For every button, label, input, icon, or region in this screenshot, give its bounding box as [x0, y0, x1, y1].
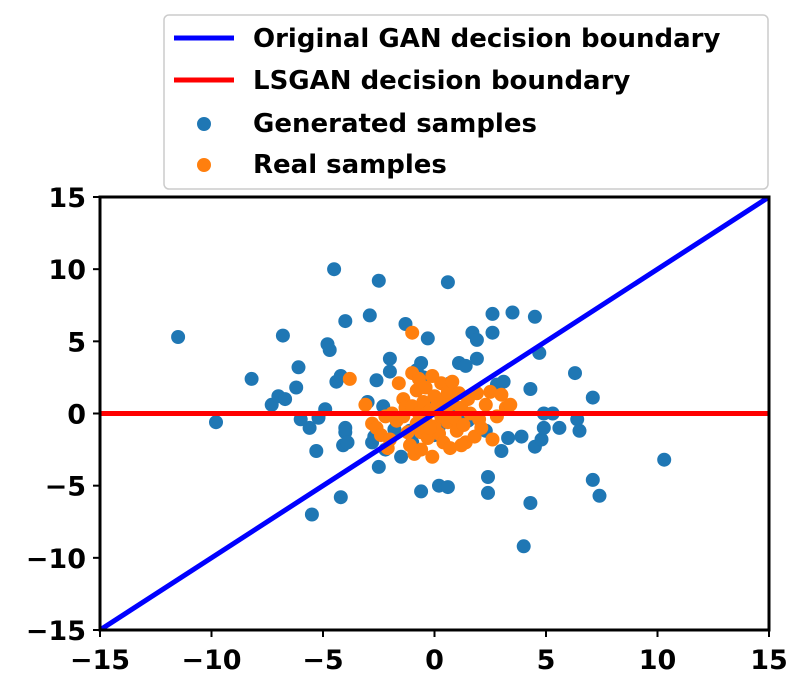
x-tick-label: −15	[70, 645, 130, 676]
generated-sample-point	[420, 331, 435, 346]
generated-sample-point	[382, 351, 397, 366]
generated-sample-point	[414, 356, 429, 370]
generated-sample-point	[523, 382, 538, 396]
legend-frame	[163, 14, 769, 190]
generated-sample-point	[496, 374, 511, 389]
real-sample-point	[445, 374, 460, 389]
generated-sample-point	[371, 459, 386, 474]
y-tick-label: −5	[45, 472, 86, 503]
generated-sample-point	[302, 420, 317, 435]
y-tick-label: 0	[67, 400, 86, 431]
generated-sample-point	[552, 420, 567, 435]
y-tick-label: −15	[26, 616, 86, 647]
generated-sample-point	[289, 380, 304, 395]
legend-label-original-gan: Original GAN decision boundary	[253, 24, 721, 54]
y-tick-label: 15	[48, 183, 86, 214]
generated-sample-point	[440, 480, 455, 495]
x-tick-label: 15	[750, 645, 788, 676]
real-sample-point	[418, 380, 433, 395]
generated-sample-point	[171, 330, 186, 344]
legend-swatch-generated	[197, 117, 211, 131]
generated-sample-point	[514, 429, 529, 444]
generated-sample-point	[485, 325, 500, 340]
real-sample-point	[456, 418, 471, 432]
generated-sample-point	[527, 309, 542, 324]
generated-sample-point	[657, 452, 672, 467]
generated-sample-point	[534, 432, 549, 447]
generated-sample-point	[572, 423, 587, 438]
real-sample-point	[358, 397, 373, 412]
real-sample-point	[423, 420, 437, 435]
generated-sample-point	[278, 392, 293, 407]
generated-sample-point	[516, 539, 531, 554]
generated-sample-point	[592, 488, 607, 503]
generated-sample-point	[585, 472, 600, 487]
generated-sample-point	[209, 415, 223, 430]
real-sample-point	[483, 384, 498, 399]
real-sample-point	[503, 397, 518, 412]
generated-sample-point	[485, 306, 500, 321]
generated-sample-point	[523, 496, 538, 510]
x-tick-label: 5	[537, 645, 556, 676]
x-tick-label: 0	[425, 645, 444, 676]
x-axis-ticks: −15 −10 −5 0 5 10 15	[70, 630, 788, 676]
legend-label-real: Real samples	[253, 150, 447, 180]
generated-sample-point	[340, 435, 355, 450]
x-tick-label: 10	[639, 645, 677, 676]
real-sample-point	[425, 449, 440, 464]
x-tick-label: −5	[302, 645, 343, 676]
generated-sample-point	[275, 328, 290, 343]
generated-sample-point	[494, 444, 509, 458]
generated-sample-point	[481, 470, 495, 484]
real-sample-point	[414, 442, 429, 457]
real-sample-point	[478, 397, 493, 412]
real-sample-point	[443, 441, 458, 456]
generated-sample-point	[458, 358, 473, 373]
decision-boundaries	[100, 197, 769, 630]
legend-label-lsgan: LSGAN decision boundary	[253, 66, 630, 96]
generated-sample-point	[304, 507, 319, 522]
y-tick-label: −10	[26, 544, 86, 575]
generated-sample-point	[585, 390, 600, 405]
generated-sample-point	[501, 431, 516, 445]
y-tick-label: 10	[48, 255, 86, 286]
y-tick-label: 5	[67, 327, 86, 358]
generated-sample-point	[244, 371, 259, 386]
sample-points	[171, 262, 672, 554]
generated-sample-point	[505, 305, 520, 320]
real-sample-point	[485, 432, 500, 447]
generated-sample-point	[327, 262, 342, 277]
legend-label-generated: Generated samples	[253, 109, 537, 139]
real-sample-point	[454, 438, 469, 453]
real-sample-point	[405, 325, 420, 340]
x-tick-label: −10	[181, 645, 241, 676]
generated-sample-point	[322, 343, 337, 357]
generated-sample-point	[371, 273, 386, 288]
real-sample-point	[474, 420, 489, 435]
generated-sample-point	[440, 275, 455, 290]
legend-swatch-real	[197, 158, 211, 172]
generated-sample-point	[469, 332, 484, 347]
real-sample-point	[391, 376, 406, 391]
generated-sample-point	[309, 444, 324, 458]
generated-sample-point	[481, 485, 495, 500]
real-sample-point	[494, 387, 509, 402]
generated-sample-point	[414, 484, 429, 499]
generated-sample-point	[369, 373, 384, 388]
generated-sample-point	[568, 366, 582, 381]
generated-sample-point	[362, 308, 377, 323]
generated-sample-point	[333, 490, 348, 505]
legend: Original GAN decision boundary LSGAN dec…	[163, 14, 769, 190]
generated-sample-point	[469, 351, 484, 366]
generated-sample-point	[291, 360, 306, 375]
real-sample-point	[342, 371, 357, 386]
y-axis-ticks: −15 −10 −5 0 5 10 15	[26, 183, 100, 647]
generated-sample-point	[382, 364, 397, 379]
generated-sample-point	[536, 420, 551, 435]
generated-sample-point	[338, 314, 353, 329]
generated-sample-point	[394, 449, 409, 464]
